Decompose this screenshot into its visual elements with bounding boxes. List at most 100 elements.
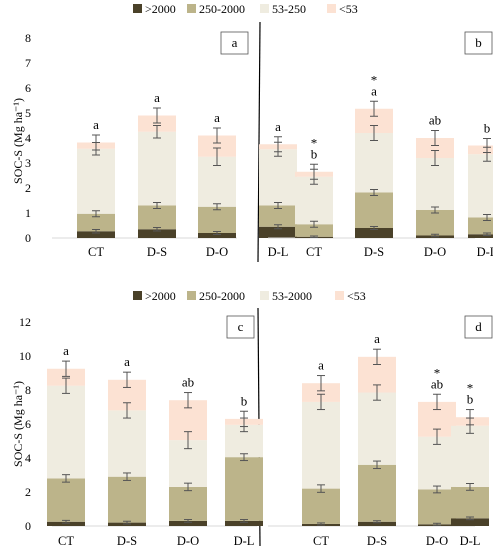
y-tick-label: 1 — [25, 206, 31, 220]
legend-label: >2000 — [145, 2, 176, 16]
x-tick-label: D-S — [367, 534, 387, 548]
bar-segment — [108, 410, 146, 477]
bar-segment — [302, 488, 340, 524]
x-tick-label: CT — [88, 245, 104, 259]
significance-letter: a — [318, 358, 324, 373]
legend-label: 53-250 — [272, 2, 306, 16]
legend-label: <53 — [339, 2, 358, 16]
panel-label-box — [464, 31, 493, 55]
bar-segment — [198, 206, 236, 233]
legend-label: 250-2000 — [199, 2, 245, 16]
bar-segment — [198, 233, 236, 238]
bar-segment — [138, 205, 176, 230]
y-tick-label: 8 — [25, 31, 31, 45]
x-tick-label: D-O — [424, 245, 446, 259]
significance-letter: b — [484, 121, 491, 136]
x-tick-label: D-S — [147, 245, 167, 259]
legend-label: 250-2000 — [199, 289, 245, 303]
significance-letter: a — [275, 119, 281, 134]
bar-segment — [77, 213, 115, 232]
x-tick-label: D-O — [206, 245, 228, 259]
y-tick-label: 8 — [25, 383, 31, 397]
bar-segment — [225, 520, 263, 526]
bar-segment — [198, 135, 236, 157]
bar-segment — [259, 205, 297, 227]
bar-segment — [468, 217, 493, 235]
significance-letter: b — [241, 393, 248, 408]
legend-swatch — [187, 291, 196, 300]
panel-label-box — [464, 315, 493, 339]
bar-segment — [416, 158, 454, 210]
bar-segment — [416, 138, 454, 158]
y-tick-label: 6 — [25, 81, 31, 95]
panel-separator — [257, 21, 261, 263]
bar-segment — [468, 234, 493, 238]
bar-segment — [355, 133, 393, 193]
y-tick-label: 6 — [25, 417, 31, 431]
bar-segment — [259, 226, 297, 238]
significance-letter: a — [371, 83, 377, 98]
y-tick-label: 4 — [25, 451, 31, 465]
significance-letter: a — [374, 331, 380, 346]
significance-letter: b — [467, 392, 474, 407]
bar-segment — [451, 486, 489, 519]
legend-swatch — [260, 4, 269, 13]
significance-letter: ab — [431, 376, 443, 391]
x-tick-label: D-L — [460, 534, 481, 548]
bar-segment — [295, 224, 333, 237]
panel-label-box — [220, 31, 249, 55]
panel-label: c — [238, 319, 244, 334]
legend-swatch — [327, 4, 336, 13]
significance-letter: a — [154, 90, 160, 105]
significance-letter: ab — [182, 375, 194, 390]
bar-segment — [77, 231, 115, 238]
significance-letter: a — [93, 117, 99, 132]
bar-segment — [169, 486, 207, 521]
significance-star: * — [467, 381, 474, 396]
panel-label: d — [475, 319, 482, 334]
bar-segment — [302, 383, 340, 402]
bar-segment — [418, 436, 456, 490]
bar-segment — [47, 385, 85, 479]
bar-segment — [451, 518, 489, 526]
legend-label: >2000 — [145, 289, 176, 303]
y-tick-label: 0 — [25, 519, 31, 533]
y-tick-label: 4 — [25, 131, 31, 145]
bar-segment — [138, 131, 176, 206]
legend-swatch — [187, 4, 196, 13]
y-tick-label: 12 — [19, 315, 31, 329]
y-tick-label: 3 — [25, 156, 31, 170]
panel-label-box — [226, 315, 255, 339]
bar-segment — [225, 457, 263, 521]
legend-swatch — [133, 291, 142, 300]
bar-segment — [355, 192, 393, 228]
bar-segment — [468, 154, 493, 218]
bar-segment — [451, 425, 489, 487]
significance-star: * — [311, 135, 318, 150]
legend-label: 53-2000 — [272, 289, 312, 303]
x-tick-label: D-S — [364, 245, 384, 259]
y-axis-title: SOC-S (Mg ha⁻¹) — [11, 98, 25, 184]
bar-segment — [418, 489, 456, 525]
x-tick-label: D-O — [177, 534, 199, 548]
y-axis-title: SOC-S (Mg ha⁻¹) — [11, 381, 25, 467]
x-tick-label: D-O — [426, 534, 448, 548]
legend-swatch — [133, 4, 142, 13]
bar-segment — [358, 521, 396, 526]
bar-segment — [169, 520, 207, 526]
significance-letter: a — [63, 343, 69, 358]
significance-letter: a — [124, 354, 130, 369]
bar-segment — [77, 148, 115, 214]
y-tick-label: 0 — [25, 231, 31, 245]
bar-segment — [47, 368, 85, 386]
significance-star: * — [434, 365, 441, 380]
x-tick-label: D-L — [234, 534, 255, 548]
legend-swatch — [260, 291, 269, 300]
x-tick-label: CT — [306, 245, 322, 259]
legend-label: <53 — [347, 289, 366, 303]
x-tick-label: CT — [313, 534, 329, 548]
y-tick-label: 7 — [25, 56, 31, 70]
x-tick-label: CT — [58, 534, 74, 548]
bar-segment — [138, 229, 176, 238]
bar-segment — [138, 115, 176, 132]
